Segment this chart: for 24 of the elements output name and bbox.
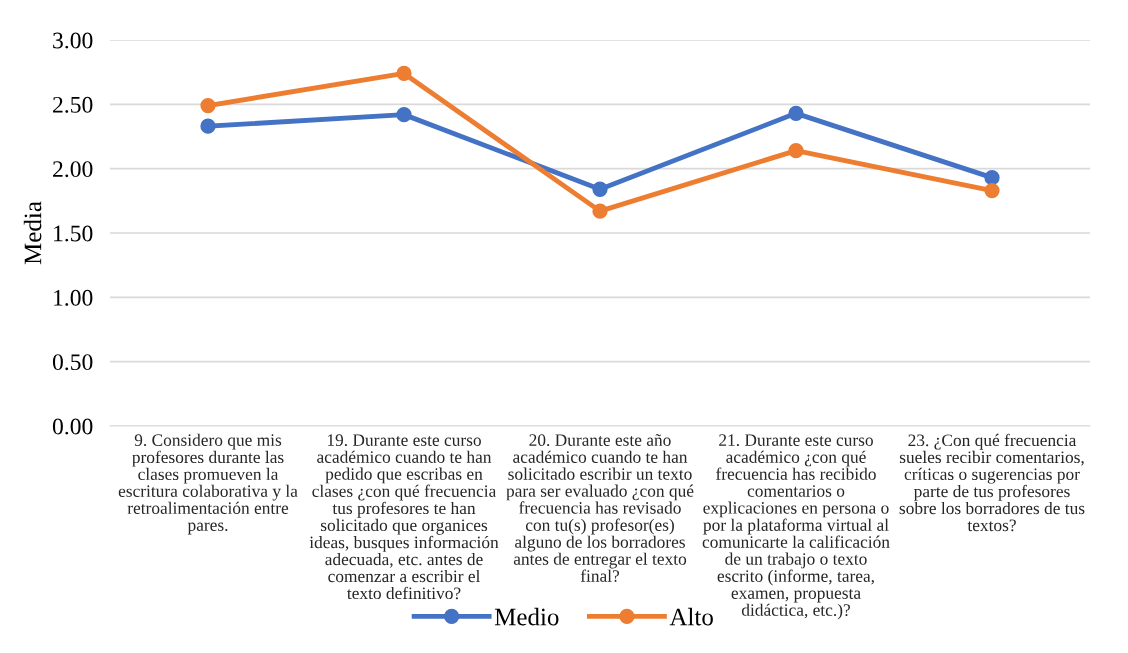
point: [788, 143, 804, 159]
point: [396, 65, 412, 82]
y-tick-label: 1.50: [54, 225, 93, 242]
point: [200, 97, 216, 114]
y-tick-label: 3.00: [53, 32, 93, 49]
y-tick-label: 0.00: [52, 418, 93, 435]
y-tick-label: 0.50: [52, 354, 93, 371]
point: [984, 170, 1000, 186]
legend-label: Medio: [494, 607, 559, 626]
category-label: 19. Durante este curso académico cuando te han pedido que escribas en clases ¿con qué frecuencia tus profesores te han solicitado que organices ideas, busques información adecuada, etc. antes de comenzar a escribir el texto definitivo?: [309, 434, 499, 600]
y-tick-label: 2.50: [53, 96, 93, 113]
point: [984, 182, 1000, 199]
point: [396, 106, 412, 123]
point: [592, 203, 608, 219]
point: [788, 105, 804, 121]
legend-label: Alto: [669, 607, 713, 626]
x-tick-label: 23. ¿Con qué frecuencia sueles recibir comentarios, críticas o sugerencias por parte de tus profesores sobre los borradores de tus textos?: [899, 433, 1085, 532]
point: [200, 118, 216, 134]
y-tick-label: 2.00: [53, 161, 93, 178]
y-axis-title: Media: [23, 201, 42, 265]
point: [592, 181, 608, 197]
x-tick-label: 9. Considero que mis profesores durante las clases promueven la escritura colaborativa y la retroalimentación entre pares.: [118, 433, 298, 535]
category-label: 20. Durante este año académico cuando te han solicitado escribir un texto para ser evaluado ¿con qué frecuencia has revisado con tu(s) profesor(es) alguno de los borradores antes de entregar el texto final?: [506, 434, 694, 582]
y-tick-label: 1.00: [54, 289, 93, 306]
